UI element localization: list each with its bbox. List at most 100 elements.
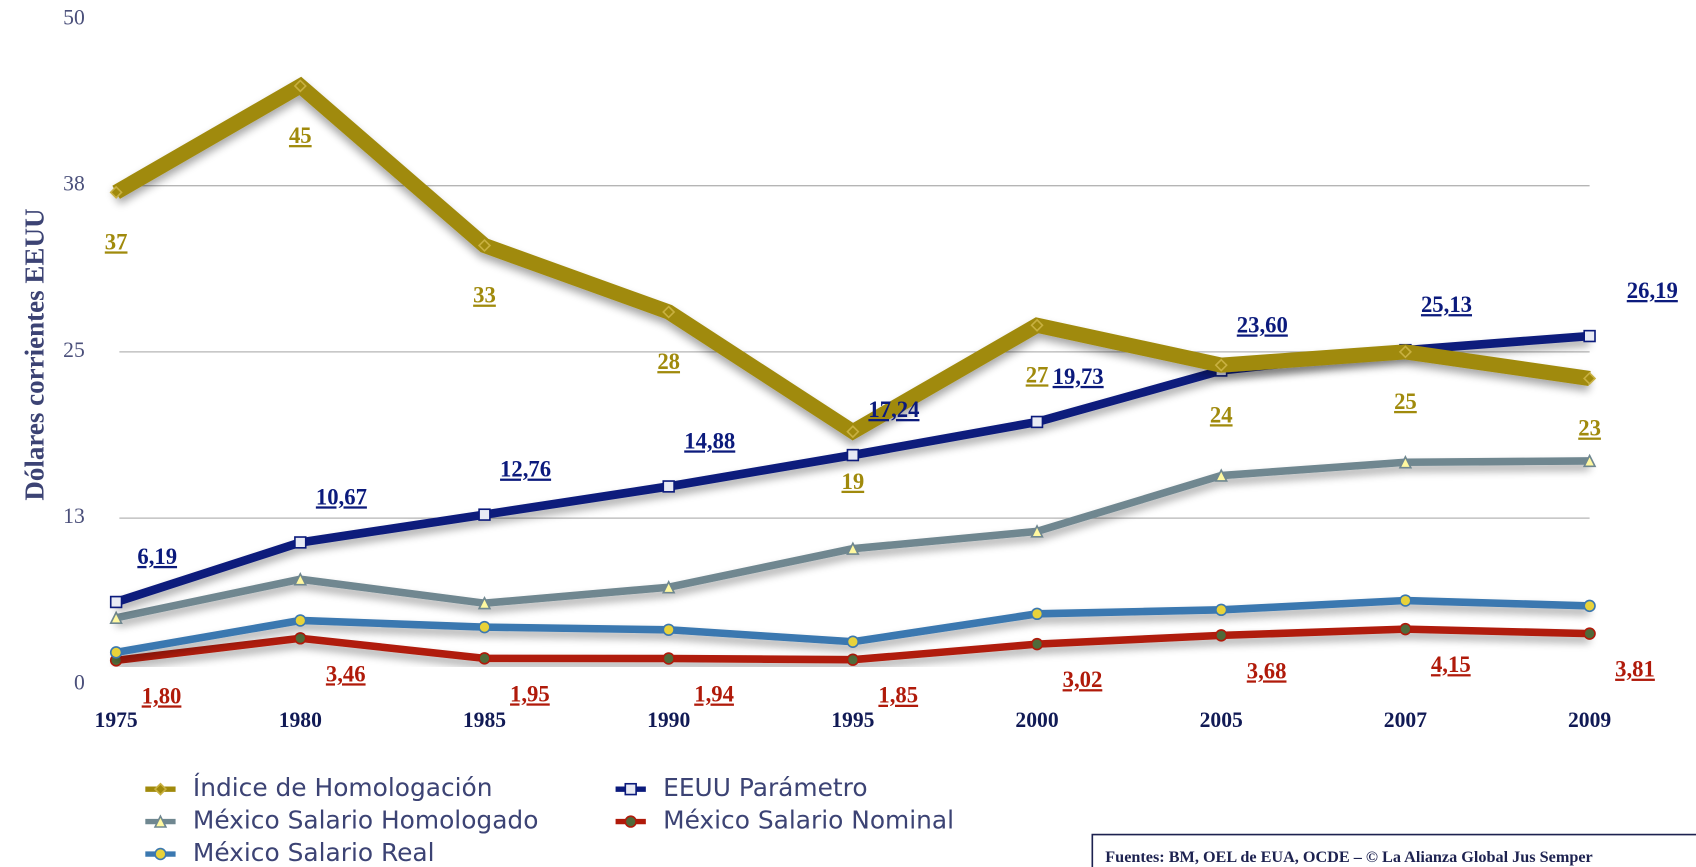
- point: [1583, 627, 1596, 640]
- point: [1398, 455, 1413, 469]
- data-label: 27: [1026, 362, 1049, 387]
- point: [109, 185, 123, 199]
- data-label: 17,24: [868, 397, 919, 422]
- point: [1399, 594, 1412, 607]
- data-label: 3,81: [1615, 657, 1655, 682]
- data-label: 24: [1210, 402, 1233, 427]
- point: [1583, 329, 1596, 343]
- data-label: 3,68: [1247, 658, 1287, 683]
- point: [1030, 524, 1044, 538]
- point: [153, 782, 168, 796]
- data-label: 10,67: [316, 484, 367, 509]
- x-tick-label: 1990: [647, 708, 690, 732]
- data-label: 25,13: [1421, 292, 1472, 317]
- y-tick-label: 13: [63, 504, 85, 528]
- data-label: 37: [105, 229, 128, 254]
- point: [294, 536, 307, 549]
- y-tick-label: 25: [63, 338, 85, 362]
- point: [294, 614, 307, 627]
- point: [478, 652, 491, 665]
- point: [1583, 599, 1596, 613]
- legend-label: México Salario Homologado: [193, 806, 539, 835]
- legend-label: México Salario Nominal: [663, 806, 954, 835]
- x-tick-label: 2005: [1200, 708, 1243, 732]
- data-label: 45: [289, 123, 312, 148]
- point: [478, 508, 491, 521]
- point: [1214, 358, 1228, 372]
- point: [477, 595, 492, 610]
- point: [624, 815, 637, 828]
- point: [293, 79, 307, 93]
- legend-label: México Salario Real: [193, 838, 435, 867]
- x-tick-label: 1980: [279, 708, 322, 732]
- point: [109, 595, 123, 609]
- data-label: 1,94: [694, 682, 734, 707]
- point: [1398, 345, 1412, 359]
- data-label: 1,80: [142, 683, 182, 708]
- data-label: 1,95: [510, 681, 550, 706]
- point: [1215, 629, 1228, 642]
- legend-label: EEUU Parámetro: [663, 773, 867, 802]
- point: [662, 305, 676, 319]
- data-label: 4,15: [1431, 652, 1471, 677]
- x-tick-label: 1975: [95, 708, 138, 732]
- legend-label: Índice de Homologación: [193, 773, 493, 802]
- series-line: [112, 76, 1591, 441]
- point: [846, 653, 860, 666]
- labels: 1975 1980 1985 1990 1995 2000 2005 2007 2009 37 45…: [95, 123, 1678, 867]
- source: Fuentes: BM, OEL de EUA, OCDE – © La Ali…: [1105, 848, 1592, 866]
- point: [846, 635, 860, 648]
- point: [1030, 318, 1044, 332]
- data-label: 3,46: [326, 661, 366, 686]
- data-label: 26,19: [1627, 278, 1678, 303]
- point: [1030, 607, 1044, 621]
- y-axis-label: Dólares corrientes EEUU: [19, 209, 49, 501]
- point: [1582, 453, 1597, 468]
- data-label: 25: [1394, 389, 1417, 414]
- data-label: 23,60: [1237, 312, 1288, 337]
- point: [661, 580, 676, 594]
- point: [662, 652, 675, 665]
- y-tick-label: 38: [63, 172, 85, 196]
- point: [1399, 622, 1412, 636]
- x-tick-label: 2000: [1015, 708, 1058, 732]
- data-label: 12,76: [500, 457, 551, 482]
- point: [1030, 637, 1044, 651]
- x-tick-label: 1995: [831, 708, 874, 732]
- lines: [109, 76, 1597, 667]
- point: [153, 814, 168, 828]
- data-label: 19: [842, 469, 865, 494]
- point: [846, 541, 860, 555]
- data-label: 6,19: [137, 544, 177, 569]
- point: [1583, 371, 1597, 386]
- data-label: 23: [1578, 416, 1601, 441]
- point: [624, 782, 637, 796]
- data-label: 1,85: [878, 683, 918, 708]
- data-label: 3,02: [1063, 667, 1103, 692]
- point: [293, 572, 308, 586]
- point: [1215, 603, 1228, 617]
- data-label: 14,88: [684, 428, 735, 453]
- data-label: 33: [473, 283, 496, 308]
- point: [1030, 415, 1044, 429]
- point: [846, 448, 860, 462]
- point: [1214, 468, 1228, 482]
- point: [154, 847, 167, 861]
- source-box: [1091, 833, 1696, 867]
- y-tick-label: 50: [63, 5, 85, 29]
- x-tick-label: 2009: [1568, 708, 1611, 732]
- point: [662, 623, 675, 637]
- point: [294, 632, 307, 645]
- point: [109, 646, 123, 659]
- point: [478, 620, 491, 634]
- point: [846, 425, 860, 439]
- point: [662, 480, 675, 493]
- x-tick-label: 2007: [1384, 708, 1427, 732]
- data-label: 19,73: [1053, 364, 1104, 389]
- y-tick-label: 0: [74, 670, 85, 694]
- point: [109, 610, 123, 625]
- data-label: 28: [657, 349, 680, 374]
- point: [477, 238, 492, 253]
